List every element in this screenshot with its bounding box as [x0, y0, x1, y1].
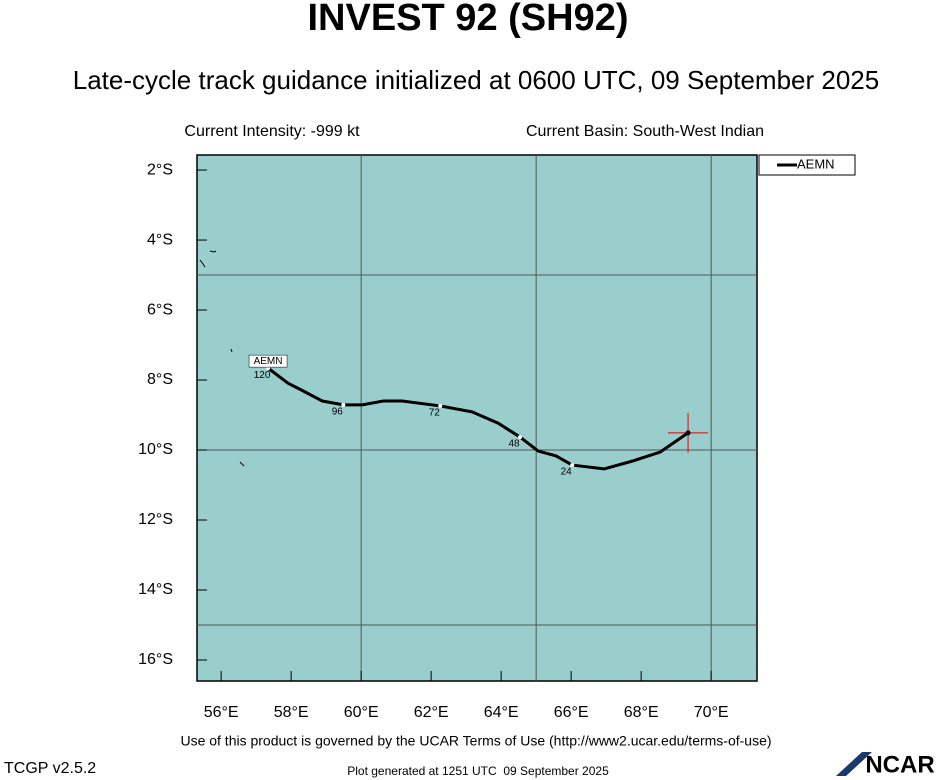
track-tag: AEMN [254, 356, 283, 367]
y-tick-label: 2°S [147, 161, 173, 178]
hour-label: 72 [429, 408, 441, 419]
chart-title: INVEST 92 (SH92) [308, 0, 629, 39]
hour-label: 48 [508, 439, 520, 450]
legend-label: AEMN [797, 156, 835, 171]
y-tick-label: 4°S [147, 231, 173, 248]
track-point [341, 402, 346, 407]
y-tick-label: 14°S [138, 581, 173, 598]
islands [199, 250, 245, 467]
logo: NCAR [865, 751, 934, 778]
y-tick-label: 10°S [138, 441, 173, 458]
x-tick-label: 58°E [274, 704, 309, 721]
y-tick-label: 6°S [147, 301, 173, 318]
hour-label: 24 [561, 467, 573, 478]
track-point [518, 435, 523, 440]
generated: Plot generated at 1251 UTC 09 September … [347, 764, 609, 778]
legend-box [758, 154, 856, 176]
island [230, 348, 233, 353]
x-tick-label: 68°E [624, 704, 659, 721]
logo-mark [836, 752, 872, 776]
current-dot [685, 430, 691, 436]
island [199, 259, 206, 268]
plot: 56°E 58°E 60°E 62°E 64°E 66°E 68°E 70°E 2°S 4°S 6°… [138, 154, 856, 721]
x-tick-label: 56°E [204, 704, 239, 721]
track-point [438, 403, 443, 408]
track-point [570, 463, 575, 468]
island [209, 250, 217, 253]
island [239, 461, 245, 467]
hour-label: 96 [332, 407, 344, 418]
x-tick-label: 62°E [414, 704, 449, 721]
x-tick-label: 64°E [484, 704, 519, 721]
chart-subtitle: Late-cycle track guidance initialized at… [73, 65, 879, 95]
x-tick-label: 70°E [694, 704, 729, 721]
y-tick-label: 8°S [147, 371, 173, 388]
x-tick-label: 60°E [344, 704, 379, 721]
y-tick-label: 16°S [138, 651, 173, 668]
track-tag-box [248, 354, 288, 368]
track-line [267, 366, 689, 471]
footer: Use of this product is governed by the U… [180, 733, 771, 749]
basin: Current Basin: South-West Indian [526, 123, 764, 140]
x-tick-label: 66°E [554, 704, 589, 721]
map-area [196, 154, 758, 682]
intensity: Current Intensity: -999 kt [184, 123, 360, 140]
hour-label: 120 [254, 370, 271, 381]
version: TCGP v2.5.2 [4, 760, 96, 777]
y-tick-label: 12°S [138, 511, 173, 528]
